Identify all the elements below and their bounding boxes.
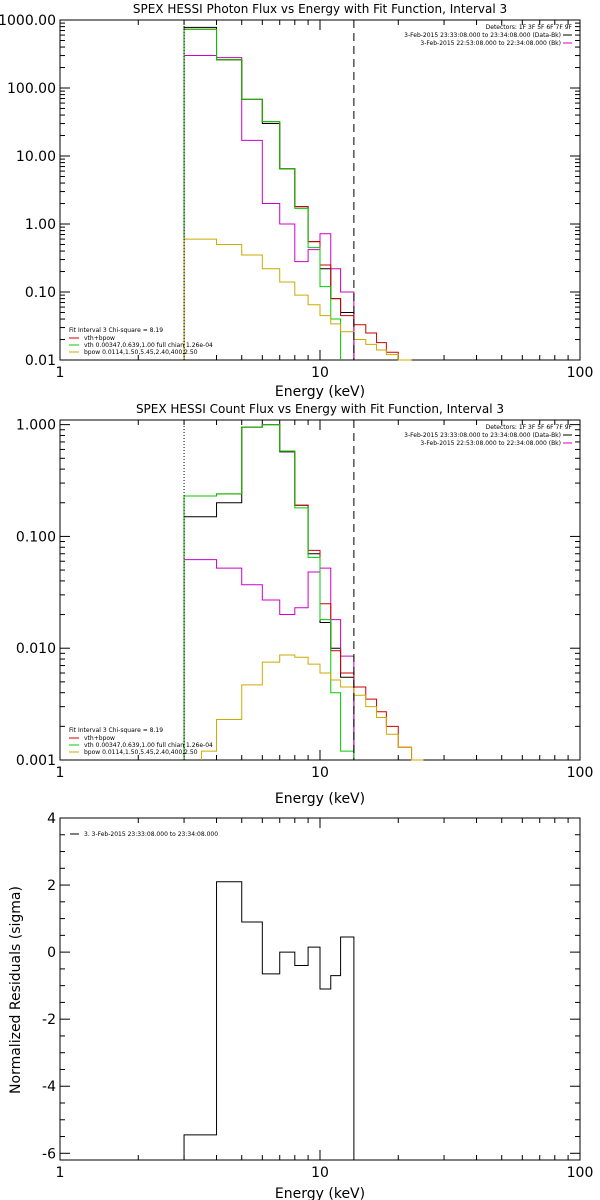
series-bk bbox=[183, 559, 355, 760]
series-vth bbox=[183, 28, 342, 360]
series-data bbox=[183, 881, 355, 1160]
x-tick-label: 1 bbox=[56, 365, 65, 381]
legend-bpow: bpow 0.0114,1.50,5.45,2.40,400,2.50 bbox=[84, 749, 198, 756]
residuals-panel: 1 10 100 -6 -4 -2 0 2 4 Energy (keV) Normalized… bbox=[8, 811, 593, 1200]
y-tick-label: 1.000 bbox=[16, 418, 56, 434]
y-tick-label: 0.10 bbox=[25, 285, 56, 301]
x-tick-label: 1 bbox=[56, 765, 65, 781]
y-axis: -6 -4 -2 0 2 4 bbox=[42, 811, 580, 1162]
series-bk bbox=[183, 55, 355, 360]
legend-fit-interval: Fit Interval 3 Chi-square = 8.19 bbox=[69, 327, 163, 334]
legend-detectors: Detectors: 1F 3F 5F 6F 7F 9F bbox=[486, 424, 573, 431]
x-tick-label: 10 bbox=[311, 1165, 329, 1181]
y-tick-label: 10.00 bbox=[16, 149, 56, 165]
legend-data-bk: 3-Feb-2015 23:33:08.000 to 23:34:08.000 … bbox=[404, 432, 561, 439]
legend-total: vth+bpow bbox=[84, 335, 115, 342]
legend-vth: vth 0.00347,0.639,1.00 full chian 1.26e-… bbox=[84, 742, 213, 749]
y-tick-label: -6 bbox=[42, 1146, 56, 1162]
count-flux-panel: SPEX HESSI Count Flux vs Energy with Fit… bbox=[16, 402, 593, 807]
legend-total: vth+bpow bbox=[84, 735, 115, 742]
y-tick-label: 0.010 bbox=[16, 641, 56, 657]
series-bpow bbox=[183, 238, 412, 361]
series-layer bbox=[183, 26, 412, 361]
x-tick-label: 10 bbox=[311, 365, 329, 381]
legend-bpow: bpow 0.0114,1.50,5.45,2.40,400,2.50 bbox=[84, 349, 198, 356]
legend-fit-interval: Fit Interval 3 Chi-square = 8.19 bbox=[69, 727, 163, 734]
x-axis-title: Energy (keV) bbox=[275, 791, 365, 807]
legend-top-right: Detectors: 1F 3F 5F 6F 7F 9F 3-Feb-2015 … bbox=[404, 24, 572, 47]
legend-data-bk: 3-Feb-2015 23:33:08.000 to 23:34:08.000 … bbox=[404, 32, 561, 39]
legend-top-right: Detectors: 1F 3F 5F 6F 7F 9F 3-Feb-2015 … bbox=[404, 424, 572, 447]
y-tick-label: 4 bbox=[47, 811, 56, 827]
x-tick-label: 1 bbox=[56, 1165, 65, 1181]
y-tick-label: -4 bbox=[42, 1079, 56, 1095]
legend-bk: 3-Feb-2015 22:53:08.000 to 22:34:08.000 … bbox=[420, 40, 561, 47]
legend-bk: 3-Feb-2015 22:53:08.000 to 22:34:08.000 … bbox=[420, 440, 561, 447]
series-total bbox=[183, 28, 399, 360]
series-data bbox=[183, 26, 355, 360]
y-tick-label: 2 bbox=[47, 878, 56, 894]
x-tick-label: 100 bbox=[567, 765, 594, 781]
marker-lines bbox=[183, 20, 355, 360]
x-tick-label: 100 bbox=[567, 365, 594, 381]
panel-title: SPEX HESSI Count Flux vs Energy with Fit… bbox=[136, 402, 504, 416]
y-tick-label: 100.00 bbox=[7, 81, 56, 97]
series-layer bbox=[183, 424, 424, 761]
legend-bottom-left: Fit Interval 3 Chi-square = 8.19 vth+bpo… bbox=[69, 327, 213, 356]
x-tick-label: 10 bbox=[311, 765, 329, 781]
y-axis: 0.001 0.010 0.100 1.000 bbox=[16, 418, 580, 769]
x-axis: 1 10 100 bbox=[56, 818, 594, 1181]
x-axis: 1 10 100 bbox=[56, 20, 594, 381]
y-tick-label: 0.001 bbox=[16, 753, 56, 769]
series-vth bbox=[183, 424, 355, 760]
legend-detectors: Detectors: 1F 3F 5F 6F 7F 9F bbox=[486, 24, 573, 31]
x-axis-title: Energy (keV) bbox=[275, 1186, 365, 1200]
series-data bbox=[183, 424, 355, 760]
legend-bottom-left: Fit Interval 3 Chi-square = 8.19 vth+bpo… bbox=[69, 727, 213, 756]
series-total bbox=[183, 424, 413, 760]
y-axis-title: Normalized Residuals (sigma) bbox=[8, 886, 24, 1094]
x-tick-label: 100 bbox=[567, 1165, 594, 1181]
panel-title: SPEX HESSI Photon Flux vs Energy with Fi… bbox=[133, 2, 507, 16]
y-tick-label: -2 bbox=[42, 1012, 56, 1028]
legend-interval: 3. 3-Feb-2015 23:33:08.000 to 23:34:08.0… bbox=[84, 831, 218, 838]
y-tick-label: 1000.00 bbox=[0, 13, 56, 29]
y-tick-label: 0.01 bbox=[25, 353, 56, 369]
photon-flux-panel: SPEX HESSI Photon Flux vs Energy with Fi… bbox=[0, 2, 593, 400]
series-layer bbox=[183, 881, 355, 1160]
marker-lines bbox=[183, 420, 355, 760]
legend-top-left: 3. 3-Feb-2015 23:33:08.000 to 23:34:08.0… bbox=[70, 831, 218, 838]
series-bpow bbox=[200, 654, 424, 761]
x-axis-title: Energy (keV) bbox=[275, 384, 365, 400]
y-axis: 0.01 0.10 1.00 10.00 100.00 1000.00 bbox=[0, 13, 580, 369]
legend-vth: vth 0.00347,0.639,1.00 full chian 1.26e-… bbox=[84, 342, 213, 349]
y-tick-label: 1.00 bbox=[25, 217, 56, 233]
y-tick-label: 0 bbox=[47, 945, 56, 961]
y-tick-label: 0.100 bbox=[16, 529, 56, 545]
